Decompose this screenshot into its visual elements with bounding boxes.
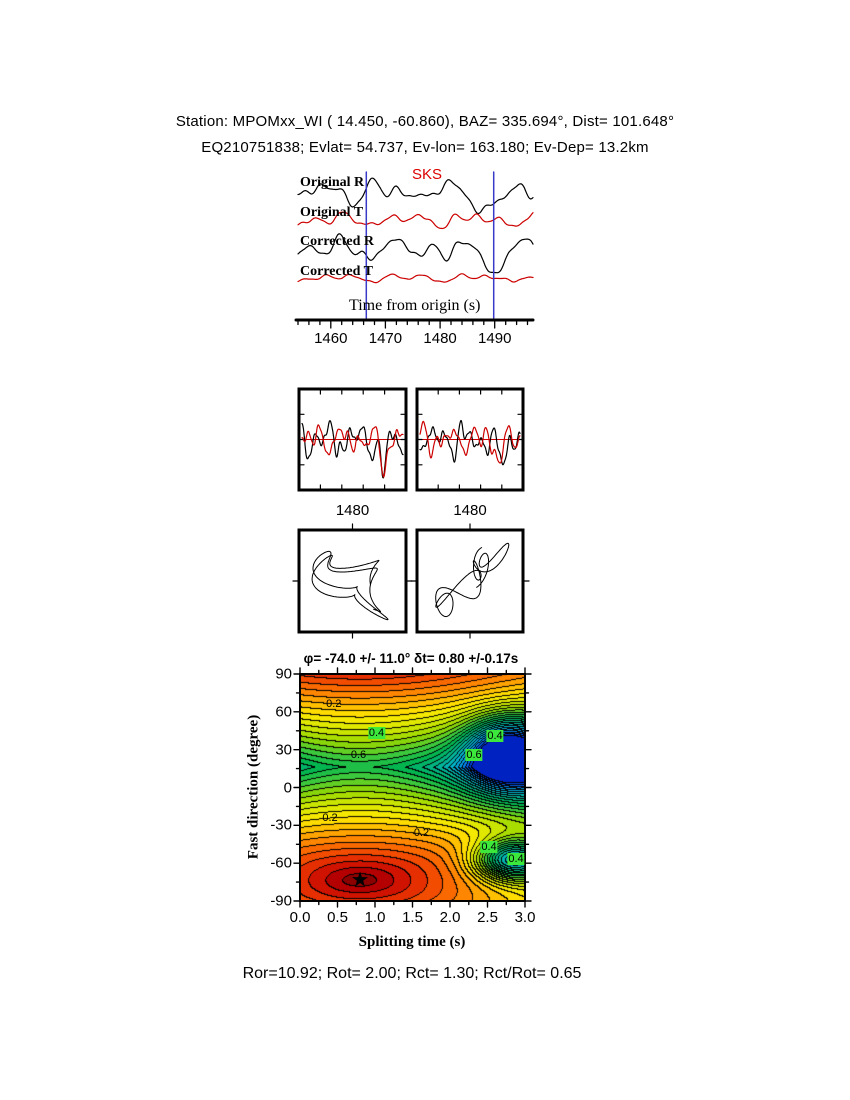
contour-axis-ticks <box>293 667 532 908</box>
trace-label-corrected-r: Corrected R <box>300 234 374 249</box>
fast-direction-tick-label: -60 <box>270 854 292 872</box>
fast-direction-tick-label: -30 <box>270 816 292 834</box>
window-panel-ticks <box>298 388 407 491</box>
event-info-line: EQ210751838; Evlat= 54.737, Ev-lon= 163.… <box>201 139 649 156</box>
splitting-time-tick-label: 0.5 <box>327 909 348 926</box>
time-tick-label: 1480 <box>423 330 457 347</box>
fast-direction-tick-label: 60 <box>275 703 292 721</box>
window-panel-time-label: 1480 <box>335 502 370 519</box>
splitting-time-tick-label: 2.5 <box>477 909 498 926</box>
contour-annotation: 0.2 <box>326 698 342 711</box>
contour-annotation: 0.4 <box>367 727 386 740</box>
fast-direction-tick-label: -90 <box>270 892 292 910</box>
contour-annotation: 0.2 <box>322 811 338 824</box>
trace-label-original-r: Original R <box>300 175 365 190</box>
particle-panel-frame <box>297 528 408 634</box>
window-panel-ticks <box>416 388 524 491</box>
contour-annotation: 0.4 <box>480 840 498 853</box>
contour-annotation: 0.6 <box>465 748 483 761</box>
splitting-time-tick-label: 1.5 <box>402 909 423 926</box>
contour-annotation: 0.2 <box>413 826 430 839</box>
time-axis-title: Time from origin (s) <box>349 297 481 314</box>
contour-y-axis-title: Fast direction (degree) <box>245 714 262 860</box>
contour-energy-map <box>300 674 525 901</box>
fast-direction-tick-label: 0 <box>283 779 292 796</box>
trace-label-original-t: Original T <box>300 205 364 220</box>
particle-panel-ticks <box>410 523 530 639</box>
window-wave-radial <box>301 420 404 479</box>
particle-motion-curve <box>311 550 389 621</box>
trace-label-corrected-t: Corrected T <box>300 264 373 279</box>
contour-annotation: 0.4 <box>507 853 525 866</box>
splitting-time-tick-label: 1.0 <box>364 909 386 926</box>
fast-direction-tick-label: 90 <box>275 665 292 683</box>
contour-x-axis-title: Splitting time (s) <box>358 934 466 950</box>
contour-annotation: 0.6 <box>350 748 367 761</box>
best-fit-star-marker: ★ <box>350 868 370 892</box>
splitting-result-title: φ= -74.0 +/- 11.0° δt= 0.80 +/-0.17s <box>303 651 519 666</box>
fast-direction-tick-label: 30 <box>275 741 292 759</box>
time-tick-label: 1490 <box>478 330 512 347</box>
time-axis-ticks <box>297 319 529 329</box>
particle-panel-frame <box>415 528 525 634</box>
contour-annotation: 0.4 <box>486 729 504 742</box>
particle-panel-ticks <box>292 523 413 639</box>
window-wave-transverse <box>419 420 521 464</box>
phase-label-sks: SKS <box>412 166 443 183</box>
splitting-time-tick-label: 3.0 <box>514 909 536 926</box>
window-wave-transverse <box>301 424 404 478</box>
time-tick-label: 1460 <box>314 330 348 347</box>
particle-motion-curve <box>435 542 510 618</box>
time-tick-label: 1470 <box>368 330 403 347</box>
window-panel-time-label: 1480 <box>453 502 487 519</box>
splitting-time-tick-label: 0.0 <box>289 909 311 926</box>
station-info-line: Station: MPOMxx_WI ( 14.450, -60.860), B… <box>175 113 675 130</box>
quality-stats-line: Ror=10.92; Rot= 2.00; Rct= 1.30; Rct/Rot… <box>242 965 582 982</box>
splitting-time-tick-label: 2.0 <box>439 909 461 926</box>
